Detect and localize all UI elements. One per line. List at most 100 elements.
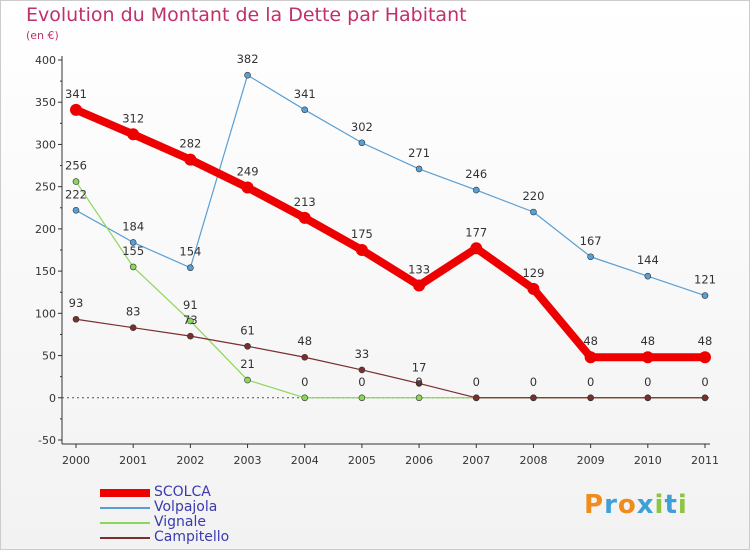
chart-series	[70, 71, 711, 402]
chart-legend: SCOLCA Volpajola Vignale Campitello	[100, 485, 229, 545]
y-tick-label: 150	[35, 265, 56, 278]
data-label-vignale: 0	[473, 375, 480, 389]
logo-letter: o	[617, 490, 637, 520]
legend-label: Campitello	[154, 529, 230, 545]
legend-label: Volpajola	[154, 499, 218, 515]
data-label-vignale: 0	[301, 375, 308, 389]
data-point-volpajola	[587, 253, 594, 261]
data-point-campitello	[129, 324, 137, 331]
data-label-campitello: 33	[355, 347, 370, 361]
chart-subtitle: (en €)	[26, 29, 59, 42]
y-tick-label: 350	[35, 96, 56, 109]
logo-letter: x	[636, 490, 655, 520]
logo-letter: r	[604, 490, 618, 520]
chart-data-labels: 341 312 282 249 213 175 133 177 129 48 48 48 222 184 1…	[65, 52, 716, 389]
data-label-campitello: 83	[126, 305, 141, 319]
x-tick-label: 2003	[234, 454, 262, 467]
data-point-campitello	[472, 394, 480, 402]
data-label-volpajola: 246	[465, 167, 487, 181]
data-label-vignale: 155	[122, 244, 144, 258]
data-label-scolca: 312	[122, 111, 144, 125]
data-label-scolca: 129	[522, 266, 544, 280]
data-point-campitello	[644, 394, 652, 402]
data-label-scolca: 213	[294, 195, 316, 209]
data-label-volpajola: 154	[179, 245, 201, 259]
legend-swatch	[100, 521, 150, 524]
data-label-volpajola: 271	[408, 146, 430, 160]
x-tick-label: 2011	[691, 454, 719, 467]
y-tick-label: -50	[38, 434, 56, 447]
data-point-volpajola	[530, 208, 537, 216]
data-label-scolca: 48	[640, 334, 655, 348]
data-point-scolca	[298, 211, 311, 224]
x-tick-label: 2001	[119, 454, 147, 467]
data-point-vignale	[301, 394, 309, 402]
x-tick-label: 2004	[291, 454, 319, 467]
y-tick-label: 200	[35, 223, 56, 236]
data-point-vignale	[129, 263, 137, 271]
data-label-scolca: 177	[465, 225, 487, 239]
legend-swatch	[100, 536, 150, 539]
data-label-volpajola: 184	[122, 219, 144, 233]
data-point-vignale	[358, 394, 366, 402]
legend-label: SCOLCA	[154, 484, 211, 500]
series-line-volpajola	[75, 74, 706, 297]
data-point-campitello	[701, 394, 709, 402]
data-point-volpajola	[301, 106, 309, 114]
data-label-scolca: 133	[408, 262, 430, 276]
x-tick-label: 2008	[519, 454, 547, 467]
data-label-campitello: 48	[297, 334, 312, 348]
data-point-campitello	[358, 366, 366, 374]
data-label-campitello: 73	[183, 313, 198, 327]
data-label-volpajola: 144	[637, 253, 659, 267]
legend-swatch	[100, 506, 150, 509]
data-point-campitello	[301, 353, 309, 361]
logo-letter: i	[677, 490, 688, 520]
data-point-vignale	[244, 376, 251, 384]
data-label-volpajola: 382	[237, 52, 259, 66]
data-point-volpajola	[644, 272, 652, 280]
series-line-vignale	[75, 181, 705, 399]
data-label-scolca: 341	[65, 87, 87, 101]
series-line-campitello	[75, 318, 705, 399]
data-label-volpajola: 121	[694, 273, 716, 287]
legend-item-campitello: Campitello	[100, 530, 229, 545]
data-label-volpajola: 222	[65, 187, 87, 201]
data-label-volpajola: 302	[351, 120, 373, 134]
data-label-volpajola: 167	[580, 234, 602, 248]
data-point-vignale	[72, 178, 80, 185]
x-tick-label: 2005	[348, 454, 376, 467]
logo-letter: t	[664, 490, 678, 520]
data-label-vignale: 256	[65, 159, 87, 173]
data-point-campitello	[244, 342, 251, 350]
data-label-vignale: 91	[183, 298, 198, 312]
data-label-vignale: 0	[415, 375, 422, 389]
data-point-campitello	[187, 332, 194, 340]
data-point-volpajola	[415, 165, 423, 173]
legend-label: Vignale	[154, 514, 207, 530]
data-label-vignale: 0	[358, 375, 365, 389]
data-label-campitello: 93	[69, 296, 84, 310]
y-tick-label: 250	[35, 181, 56, 194]
data-label-vignale: 0	[530, 375, 537, 389]
y-tick-label: 100	[35, 307, 56, 320]
data-point-campitello	[72, 315, 80, 323]
proxiti-logo: Proxiti	[584, 490, 688, 520]
data-point-campitello	[587, 394, 594, 402]
legend-item-vignale: Vignale	[100, 515, 229, 530]
data-label-volpajola: 341	[294, 87, 316, 101]
data-point-scolca	[470, 242, 483, 255]
data-point-volpajola	[129, 239, 137, 246]
y-tick-label: 50	[42, 350, 56, 363]
data-label-scolca: 48	[698, 334, 713, 348]
data-point-volpajola	[701, 292, 709, 299]
data-point-volpajola	[358, 139, 366, 147]
data-label-vignale: 0	[701, 375, 708, 389]
data-point-vignale	[187, 317, 194, 325]
y-tick-label: 400	[35, 54, 56, 67]
data-point-scolca	[355, 244, 368, 256]
data-label-scolca: 282	[179, 137, 201, 151]
data-label-volpajola: 220	[522, 189, 544, 203]
data-point-campitello	[530, 394, 537, 402]
